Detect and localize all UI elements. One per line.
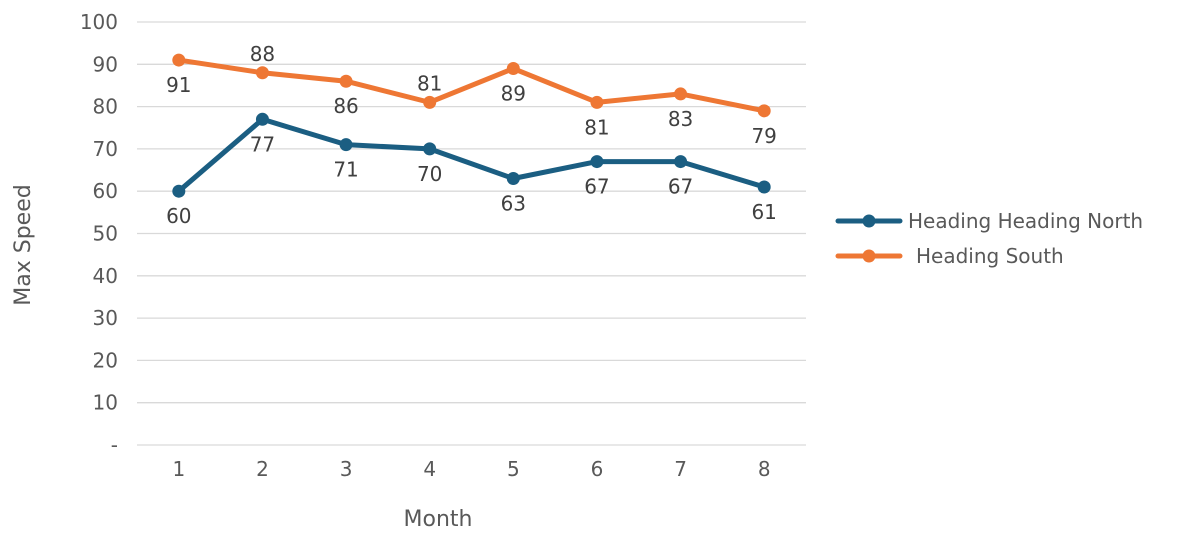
data-label: 63	[501, 192, 526, 216]
legend-label: Heading South	[916, 244, 1064, 268]
data-label: 61	[751, 200, 776, 224]
data-label: 88	[250, 42, 275, 66]
data-point	[674, 87, 688, 101]
y-tick-label: 50	[93, 222, 118, 246]
data-point	[255, 112, 269, 126]
data-label: 60	[166, 204, 191, 228]
x-tick-label: 1	[172, 457, 185, 481]
y-axis-ticks: - 10 20 30 40 50 60 70 80 90 100	[80, 10, 118, 457]
data-point	[590, 155, 604, 169]
gridlines	[137, 21, 806, 446]
y-tick-label: 60	[93, 179, 118, 203]
series-layer	[172, 53, 771, 198]
data-label: 67	[584, 175, 609, 199]
y-tick-label: 70	[93, 137, 118, 161]
y-tick-label: 10	[93, 391, 118, 415]
x-tick-label: 3	[340, 457, 353, 481]
series-line	[176, 116, 767, 194]
x-tick-label: 4	[423, 457, 436, 481]
data-labels: 60 77 71 70 63 67 67 61 91 88 86 81 89 81 83 79	[166, 42, 777, 228]
data-point	[674, 155, 688, 169]
x-tick-label: 6	[591, 457, 604, 481]
series-line	[176, 57, 767, 114]
data-point	[423, 95, 437, 109]
legend: Heading Heading North Heading South	[835, 209, 1143, 268]
legend-item: Heading Heading North	[835, 209, 1143, 233]
x-tick-label: 2	[256, 457, 269, 481]
y-tick-label: 40	[93, 264, 118, 288]
y-tick-label: 80	[93, 95, 118, 119]
data-point	[172, 53, 186, 67]
y-tick-label: 20	[93, 348, 118, 372]
data-label: 67	[668, 175, 693, 199]
x-tick-label: 8	[758, 457, 771, 481]
data-point	[506, 172, 520, 186]
data-label: 86	[333, 94, 358, 118]
x-tick-label: 5	[507, 457, 520, 481]
data-point	[339, 138, 353, 152]
data-point	[757, 104, 771, 118]
y-tick-label: 30	[93, 306, 118, 330]
y-tick-label: -	[111, 433, 118, 457]
data-label: 89	[501, 82, 526, 106]
data-label: 77	[250, 132, 275, 156]
legend-label: Heading Heading North	[908, 209, 1143, 233]
data-point	[590, 95, 604, 109]
legend-item: Heading South	[835, 244, 1064, 268]
x-axis-title: Month	[404, 507, 473, 532]
data-label: 79	[751, 124, 776, 148]
y-axis-title: Max Speed	[11, 184, 36, 305]
data-label: 91	[166, 73, 191, 97]
y-tick-label: 100	[80, 10, 118, 34]
legend-swatch-marker	[862, 249, 876, 263]
data-label: 81	[417, 71, 442, 95]
x-tick-label: 7	[674, 457, 687, 481]
legend-swatch-marker	[862, 214, 876, 228]
data-point	[757, 180, 771, 194]
data-point	[339, 74, 353, 88]
data-point	[506, 62, 520, 76]
data-label: 71	[333, 158, 358, 182]
data-label: 81	[584, 115, 609, 139]
data-label: 83	[668, 107, 693, 131]
data-point	[172, 184, 186, 198]
y-tick-label: 90	[93, 52, 118, 76]
data-point	[423, 142, 437, 156]
x-axis-ticks: 1 2 3 4 5 6 7 8	[172, 457, 770, 481]
data-point	[255, 66, 269, 80]
data-label: 70	[417, 162, 442, 186]
